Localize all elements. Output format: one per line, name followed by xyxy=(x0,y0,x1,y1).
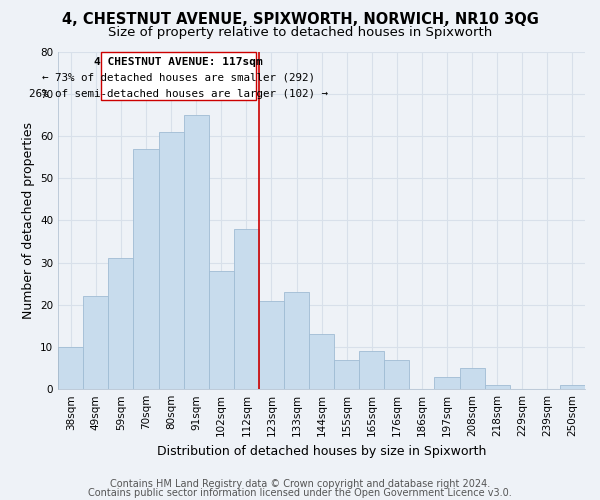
FancyBboxPatch shape xyxy=(101,52,256,100)
Bar xyxy=(359,351,385,389)
Bar xyxy=(83,296,109,389)
Bar xyxy=(209,271,234,389)
Bar xyxy=(485,385,510,389)
Text: Size of property relative to detached houses in Spixworth: Size of property relative to detached ho… xyxy=(108,26,492,39)
Bar xyxy=(385,360,409,389)
Text: 4 CHESTNUT AVENUE: 117sqm: 4 CHESTNUT AVENUE: 117sqm xyxy=(94,56,263,66)
Text: 26% of semi-detached houses are larger (102) →: 26% of semi-detached houses are larger (… xyxy=(29,90,328,100)
Text: ← 73% of detached houses are smaller (292): ← 73% of detached houses are smaller (29… xyxy=(42,72,315,83)
Bar xyxy=(109,258,133,389)
Bar xyxy=(234,229,259,389)
Text: 4, CHESTNUT AVENUE, SPIXWORTH, NORWICH, NR10 3QG: 4, CHESTNUT AVENUE, SPIXWORTH, NORWICH, … xyxy=(62,12,538,28)
Bar xyxy=(434,376,460,389)
Bar xyxy=(460,368,485,389)
Bar xyxy=(158,132,184,389)
Bar xyxy=(184,115,209,389)
Bar xyxy=(259,300,284,389)
Text: Contains public sector information licensed under the Open Government Licence v3: Contains public sector information licen… xyxy=(88,488,512,498)
Bar xyxy=(560,385,585,389)
Bar xyxy=(284,292,309,389)
X-axis label: Distribution of detached houses by size in Spixworth: Distribution of detached houses by size … xyxy=(157,444,486,458)
Bar xyxy=(58,347,83,389)
Bar xyxy=(133,148,158,389)
Text: Contains HM Land Registry data © Crown copyright and database right 2024.: Contains HM Land Registry data © Crown c… xyxy=(110,479,490,489)
Bar xyxy=(334,360,359,389)
Y-axis label: Number of detached properties: Number of detached properties xyxy=(22,122,35,319)
Bar xyxy=(309,334,334,389)
